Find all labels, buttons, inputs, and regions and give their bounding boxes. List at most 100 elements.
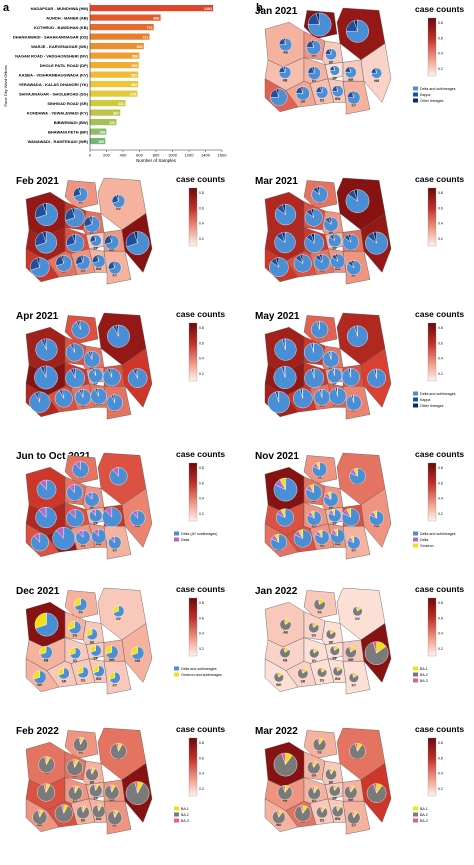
pie-marker-AB <box>274 338 297 361</box>
colorbar-tick-label: 0.8 <box>199 601 204 605</box>
pie-marker-WK <box>30 533 49 552</box>
pie-slice <box>348 233 351 243</box>
colorbar-tick-label: 0.2 <box>438 67 443 71</box>
ward-code-label: DP <box>90 640 95 644</box>
pie-slice <box>321 389 323 398</box>
lineage-legend-label: Other lineages <box>420 404 444 408</box>
pie-slice <box>72 759 75 768</box>
ward-code-label: KV <box>312 659 317 663</box>
pie-slice <box>277 785 293 800</box>
pie-marker-DS <box>317 667 327 678</box>
colorbar-tick-label: 0.4 <box>438 632 443 636</box>
lineage-legend-label: Omicron and sublineages <box>181 673 222 677</box>
pie-slice <box>348 646 351 653</box>
pie-marker-KV <box>307 786 321 800</box>
pie-slice <box>315 86 329 99</box>
pie-marker-WR <box>104 784 120 800</box>
pie-slice <box>33 670 41 680</box>
pie-marker-BP <box>328 233 342 248</box>
lineage-legend-label: Kappa <box>420 398 430 402</box>
pie-marker-WK <box>267 391 290 414</box>
ward-code-label: DS <box>320 98 324 102</box>
colorbar-tick-label: 0.8 <box>438 466 443 470</box>
pie-slice <box>109 784 112 793</box>
pie-marker-DP <box>322 351 340 368</box>
ward-code-label: BW <box>96 542 101 546</box>
colorbar-tick-label: 0.6 <box>438 206 443 210</box>
pie-slice <box>273 477 298 502</box>
ward-code-label: BP <box>94 247 99 251</box>
pie-slice <box>355 606 358 612</box>
colorbar <box>427 737 437 797</box>
bar-value-label: 575 <box>130 92 136 96</box>
ward-code-label: HM <box>135 524 140 528</box>
bar-value-label: 721 <box>142 35 148 39</box>
pie-slice <box>348 66 351 73</box>
pie-marker-AB <box>273 477 298 502</box>
bar-10 <box>90 100 126 107</box>
pie-slice <box>307 786 321 800</box>
pie-slice <box>283 37 286 45</box>
ward-code-label: HM <box>374 524 379 528</box>
pie-marker-WK <box>32 809 48 825</box>
map-title: Nov 2021 <box>255 451 299 462</box>
x-tick-label: 600 <box>136 153 143 158</box>
pie-slice <box>69 647 76 656</box>
pie-slice <box>344 785 358 799</box>
pie-marker-AB <box>34 612 59 637</box>
pie-marker-NV <box>346 19 369 43</box>
lineage-legend-label: BA.2 <box>420 673 428 677</box>
ward-code-label: KY <box>113 824 118 828</box>
bar-0 <box>90 5 214 12</box>
bar-1 <box>90 14 161 21</box>
colorbar-tick-label: 0.8 <box>438 601 443 605</box>
pie-marker-SR <box>293 388 313 409</box>
map-panel-6: Nov 2021HMABKBDSWKNVDPKVYKSGSRKYBWBPWRca… <box>255 449 464 560</box>
pie-slice <box>318 320 320 330</box>
pie-slice <box>331 85 344 97</box>
lineage-legend-label: BA.1 <box>420 667 428 671</box>
pie-slice <box>280 508 286 518</box>
pie-marker-WK <box>272 810 286 824</box>
pie-slice <box>356 325 358 337</box>
pie-slice <box>78 187 81 195</box>
pie-slice <box>283 647 286 653</box>
pie-slice <box>96 804 99 812</box>
pie-marker-SR <box>52 527 76 550</box>
pie-slice <box>55 527 65 539</box>
maps-layer: Jan 2021 HM AB KB DS WK NV DP KV YK SG SR KY BW BP WR ca… <box>16 4 464 835</box>
x-tick-label: 1000 <box>168 153 178 158</box>
pie-slice <box>330 351 332 360</box>
colorbar-tick-label: 0.8 <box>438 326 443 330</box>
pie-slice <box>65 207 85 228</box>
pie-slice <box>94 368 96 376</box>
colorbar-tick-label: 0.6 <box>199 341 204 345</box>
pie-marker-BW <box>331 805 344 817</box>
pie-slice <box>112 605 119 614</box>
pie-marker-NV <box>111 194 126 208</box>
pie-marker-KY <box>347 536 361 550</box>
pie-slice <box>132 510 138 519</box>
pie-slice <box>78 320 81 330</box>
pie-marker-WR <box>104 234 120 250</box>
colorbar-tick-label: 0.8 <box>438 21 443 25</box>
pie-slice <box>92 804 106 818</box>
pie-marker-BW <box>92 665 105 677</box>
lineage-legend-label: Delta and sublineages <box>420 87 456 91</box>
pie-slice <box>311 66 315 74</box>
pie-marker-YK <box>307 12 332 37</box>
pie-slice <box>310 510 315 519</box>
colorbar-tick-label: 0.8 <box>438 741 443 745</box>
legend-title: case counts <box>415 4 464 14</box>
pie-marker-BW <box>330 253 346 269</box>
pie-slice <box>284 366 286 378</box>
pie-marker-AB <box>35 203 58 226</box>
pie-slice <box>329 768 332 775</box>
pie-marker-WR <box>341 508 360 527</box>
pie-slice <box>113 394 115 403</box>
pie-slice <box>73 737 88 752</box>
pie-slice <box>329 48 332 55</box>
category-label: KASBA - VISHRAMBAUGWADA (KV) <box>19 73 89 78</box>
pie-slice <box>350 536 354 543</box>
pie-slice <box>92 665 99 674</box>
